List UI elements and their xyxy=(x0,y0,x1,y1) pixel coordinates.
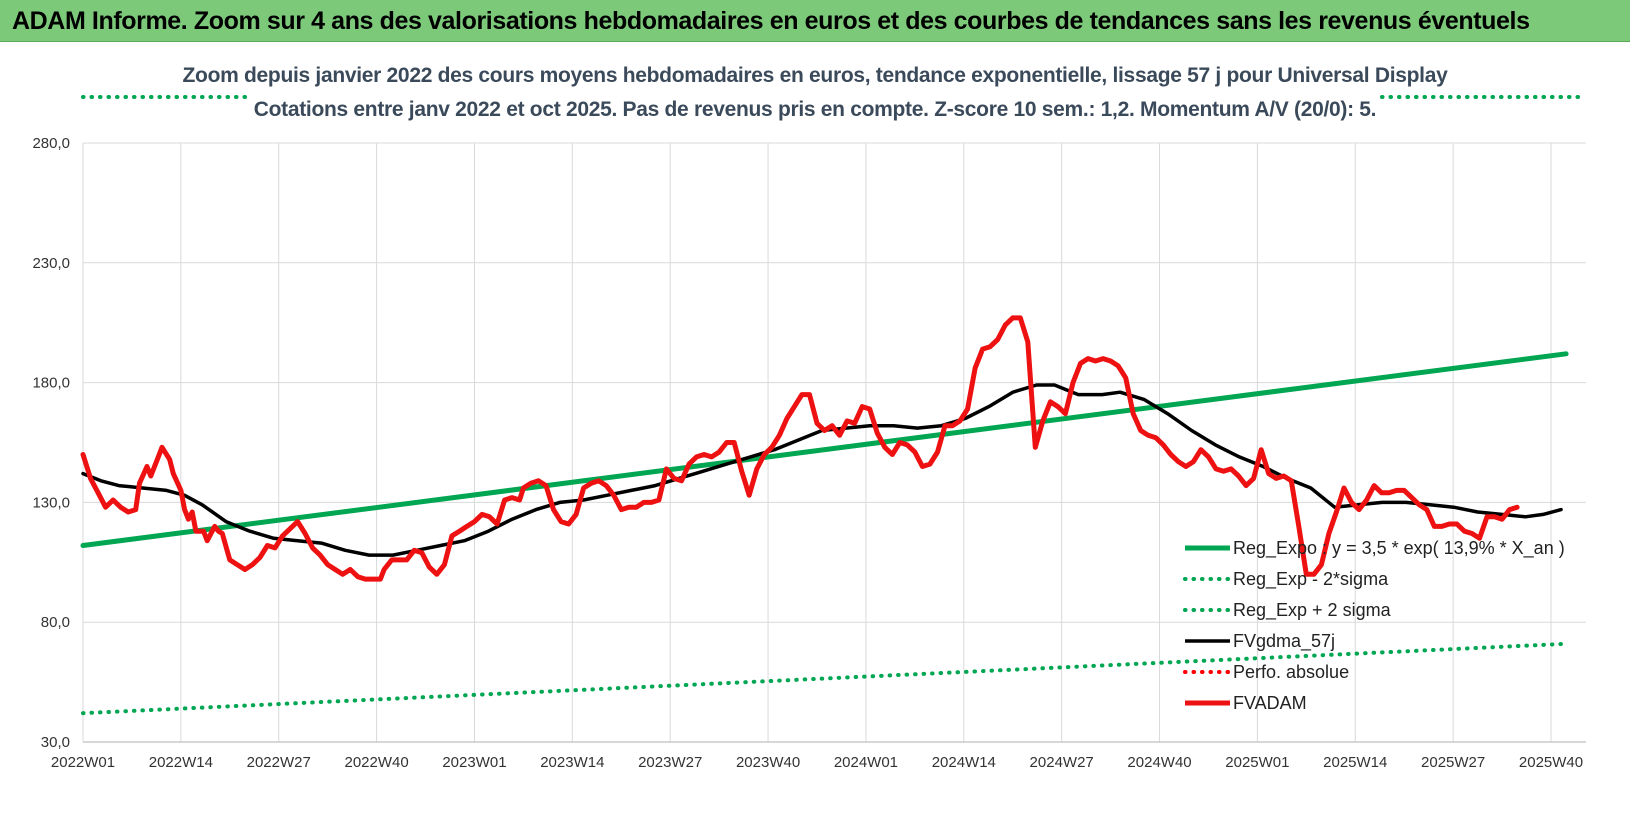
series-line-reg-exp-2-sigma xyxy=(81,641,1569,716)
legend-label: FVgdma_57j xyxy=(1233,631,1335,652)
x-tick-label: 2022W14 xyxy=(149,754,213,771)
y-tick-label: 180,0 xyxy=(32,375,70,392)
legend: Reg_Expo : y = 3,5 * exp( 13,9% * X_an )… xyxy=(1183,538,1565,713)
x-tick-label: 2023W01 xyxy=(442,754,506,771)
series-line-reg-expo-y-3-5-exp-13-9-x-an xyxy=(80,351,1569,548)
page-title: ADAM Informe. Zoom sur 4 ans des valoris… xyxy=(12,7,1530,35)
x-tick-label: 2024W14 xyxy=(932,754,996,771)
x-tick-label: 2023W40 xyxy=(736,754,800,771)
legend-label: FVADAM xyxy=(1233,693,1307,713)
legend-label: Reg_Expo : y = 3,5 * exp( 13,9% * X_an ) xyxy=(1233,538,1565,559)
chart-subtitle: Cotations entre janv 2022 et oct 2025. P… xyxy=(253,98,1377,121)
x-tick-label: 2023W14 xyxy=(540,754,604,771)
chart-title: Zoom depuis janvier 2022 des cours moyen… xyxy=(182,64,1448,87)
y-tick-label: 230,0 xyxy=(32,255,70,272)
x-tick-label: 2022W01 xyxy=(51,754,115,771)
series-group xyxy=(80,95,1588,716)
y-tick-label: 80,0 xyxy=(41,614,70,631)
y-tick-label: 30,0 xyxy=(41,734,70,751)
y-axis-ticks: 30,0 80,0 130,0 180,0 230,0 280,0 xyxy=(32,135,70,751)
legend-label: Reg_Exp - 2*sigma xyxy=(1233,569,1389,590)
y-tick-label: 280,0 xyxy=(32,135,70,152)
grid-lines xyxy=(82,142,1586,743)
x-tick-label: 2024W27 xyxy=(1030,754,1094,771)
x-tick-label: 2025W40 xyxy=(1519,754,1583,771)
series-line-fvadam xyxy=(80,315,1520,582)
x-tick-label: 2022W27 xyxy=(247,754,311,771)
x-axis-ticks: 2022W01 2022W14 2022W27 2022W40 2023W01 2023W… xyxy=(51,754,1583,771)
legend-label: Reg_Exp + 2 sigma xyxy=(1233,600,1392,621)
x-tick-label: 2023W27 xyxy=(638,754,702,771)
x-tick-label: 2025W01 xyxy=(1225,754,1289,771)
x-tick-label: 2025W27 xyxy=(1421,754,1485,771)
legend-label: Perfo. absolue xyxy=(1233,662,1349,682)
x-tick-label: 2024W01 xyxy=(834,754,898,771)
y-tick-label: 130,0 xyxy=(32,494,70,511)
x-tick-label: 2024W40 xyxy=(1127,754,1191,771)
x-tick-label: 2025W14 xyxy=(1323,754,1387,771)
header-banner: ADAM Informe. Zoom sur 4 ans des valoris… xyxy=(0,0,1630,42)
x-tick-label: 2022W40 xyxy=(344,754,408,771)
